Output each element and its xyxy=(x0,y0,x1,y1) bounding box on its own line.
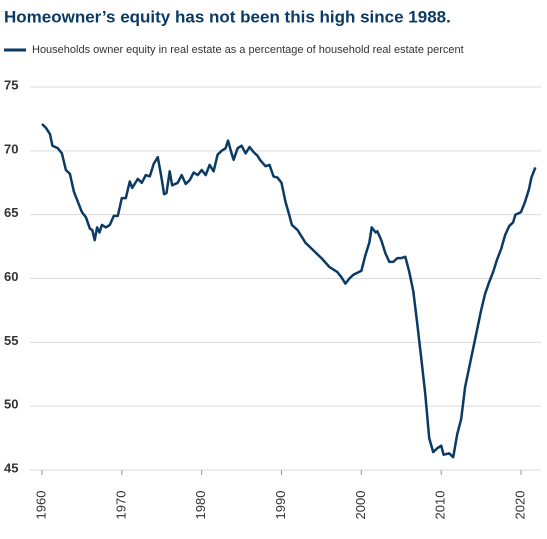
x-tick-label: 1990 xyxy=(273,491,288,520)
legend-label: Households owner equity in real estate a… xyxy=(32,44,464,56)
y-tick-label: 75 xyxy=(4,77,18,92)
y-tick-label: 70 xyxy=(4,141,18,156)
x-tick-label: 1970 xyxy=(113,491,128,520)
y-tick-label: 65 xyxy=(4,205,18,220)
x-tick-label: 2000 xyxy=(353,491,368,520)
y-tick-label: 50 xyxy=(4,397,18,412)
chart-title: Homeowner’s equity has not been this hig… xyxy=(4,7,451,26)
x-tick-label: 2010 xyxy=(433,491,448,520)
y-tick-label: 55 xyxy=(4,333,18,348)
y-tick-label: 60 xyxy=(4,269,18,284)
x-tick-label: 1960 xyxy=(33,491,48,520)
y-tick-label: 45 xyxy=(4,460,18,475)
x-tick-label: 1980 xyxy=(193,491,208,520)
x-tick-label: 2020 xyxy=(512,491,527,520)
line xyxy=(41,123,537,459)
